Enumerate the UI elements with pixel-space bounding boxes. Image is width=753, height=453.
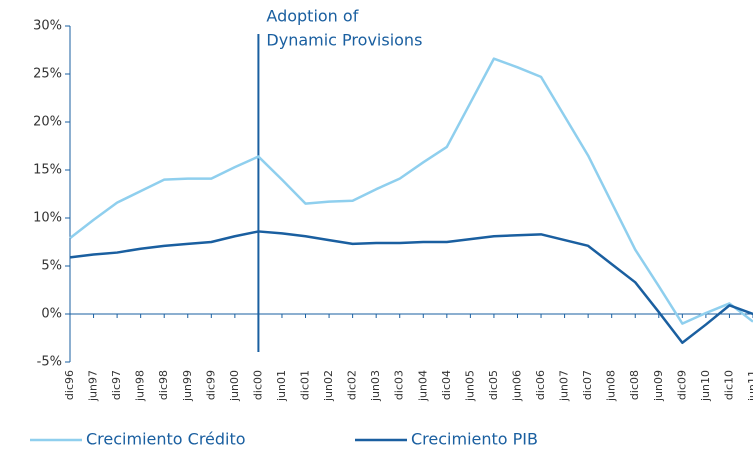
x-tick-label: dic09	[675, 370, 688, 400]
x-tick-label: jun10	[699, 370, 712, 402]
y-tick-label: -5%	[37, 355, 62, 370]
x-tick-label: jun07	[558, 370, 571, 402]
x-tick-label: dic08	[628, 370, 641, 400]
x-tick-label: jun08	[605, 370, 618, 402]
series-line	[69, 230, 753, 345]
x-tick-label: dic96	[63, 370, 76, 400]
x-tick-label: jun11	[746, 370, 753, 402]
x-tick-label: jun03	[369, 370, 382, 402]
x-tick-label: jun06	[510, 370, 523, 402]
annotation-text: Adoption of	[266, 7, 358, 26]
x-tick-label: jun05	[463, 370, 476, 402]
y-tick-label: 20%	[33, 115, 62, 130]
x-tick-label: jun04	[416, 370, 429, 402]
y-tick-label: 10%	[33, 211, 62, 226]
x-tick-label: dic01	[299, 370, 312, 400]
x-tick-label: dic97	[110, 370, 123, 400]
x-tick-label: dic98	[157, 370, 170, 400]
legend-label: Crecimiento PIB	[411, 430, 538, 449]
x-tick-label: jun97	[87, 370, 100, 402]
x-tick-label: jun01	[275, 370, 288, 402]
x-tick-label: jun99	[181, 370, 194, 402]
x-tick-label: dic03	[393, 370, 406, 400]
x-tick-label: dic05	[487, 370, 500, 400]
x-tick-label: dic10	[722, 370, 735, 400]
legend-label: Crecimiento Crédito	[86, 430, 246, 449]
x-tick-label: jun09	[652, 370, 665, 402]
y-tick-label: 0%	[41, 307, 62, 322]
y-tick-label: 30%	[33, 19, 62, 34]
series-line	[69, 57, 753, 325]
x-tick-label: jun00	[228, 370, 241, 402]
x-tick-label: dic99	[204, 370, 217, 400]
x-tick-label: dic06	[534, 370, 547, 400]
x-tick-label: dic07	[581, 370, 594, 400]
y-tick-label: 15%	[33, 163, 62, 178]
x-tick-label: jun02	[322, 370, 335, 402]
y-tick-label: 25%	[33, 67, 62, 82]
x-tick-label: dic00	[251, 370, 264, 400]
x-tick-label: dic04	[440, 370, 453, 400]
x-tick-label: dic02	[346, 370, 359, 400]
x-tick-label: jun98	[134, 370, 147, 402]
annotation-text: Dynamic Provisions	[266, 31, 422, 50]
y-tick-label: 5%	[41, 259, 62, 274]
